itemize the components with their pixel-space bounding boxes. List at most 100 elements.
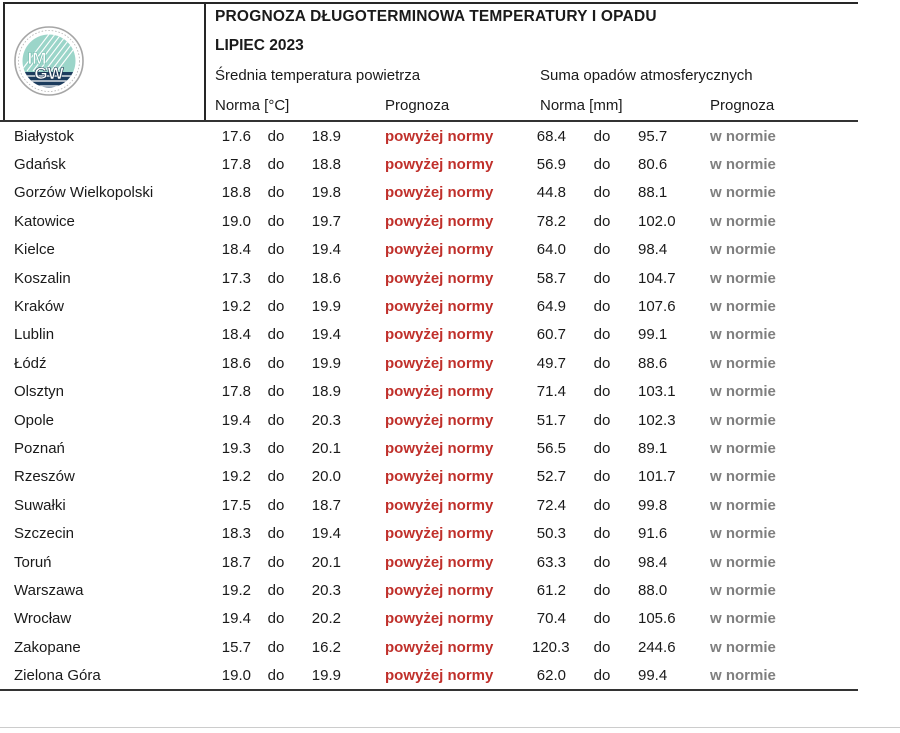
temp-range-separator: do bbox=[267, 127, 285, 145]
temp-norm-min: 18.3 bbox=[221, 525, 251, 543]
precip-norm-max: 88.6 bbox=[638, 354, 668, 372]
table-row: Suwałki 17.5 do 18.7 powyżej normy 72.4 … bbox=[0, 491, 858, 519]
precip-forecast-value: w normie bbox=[710, 638, 776, 656]
precip-range-separator: do bbox=[593, 383, 611, 401]
precip-forecast-value: w normie bbox=[710, 156, 776, 174]
precip-norm-max: 95.7 bbox=[638, 127, 668, 145]
temp-forecast-value: powyżej normy bbox=[385, 326, 494, 344]
temp-range-separator: do bbox=[267, 525, 285, 543]
city-name: Szczecin bbox=[14, 525, 75, 543]
precip-norm-min: 64.0 bbox=[536, 241, 566, 259]
temp-range-separator: do bbox=[267, 553, 285, 571]
logo-text-gw: GW bbox=[34, 64, 64, 83]
city-name: Opole bbox=[14, 411, 55, 429]
precip-range-separator: do bbox=[593, 468, 611, 486]
precip-forecast-value: w normie bbox=[710, 326, 776, 344]
precip-forecast-value: w normie bbox=[710, 411, 776, 429]
temp-forecast-value: powyżej normy bbox=[385, 354, 494, 372]
precip-range-separator: do bbox=[593, 667, 611, 685]
table-row: Lublin 18.4 do 19.4 powyżej normy 60.7 d… bbox=[0, 321, 858, 349]
temp-range-separator: do bbox=[267, 610, 285, 628]
city-name: Toruń bbox=[14, 553, 52, 571]
temp-norm-max: 20.2 bbox=[311, 610, 341, 628]
table-row: Zakopane 15.7 do 16.2 powyżej normy 120.… bbox=[0, 633, 858, 661]
temp-forecast-value: powyżej normy bbox=[385, 496, 494, 514]
precip-forecast-value: w normie bbox=[710, 667, 776, 685]
temp-range-separator: do bbox=[267, 156, 285, 174]
temp-range-separator: do bbox=[267, 241, 285, 259]
precip-norm-min: 63.3 bbox=[536, 553, 566, 571]
imgw-logo: IM GW bbox=[13, 25, 85, 97]
temp-norm-max: 18.6 bbox=[311, 269, 341, 287]
precip-norm-min: 120.3 bbox=[532, 638, 570, 656]
column-header-precip-norm: Norma [mm] bbox=[540, 97, 623, 114]
table-row: Gorzów Wielkopolski 18.8 do 19.8 powyżej… bbox=[0, 179, 858, 207]
precip-forecast-value: w normie bbox=[710, 269, 776, 287]
temp-forecast-value: powyżej normy bbox=[385, 638, 494, 656]
table-row: Koszalin 17.3 do 18.6 powyżej normy 58.7… bbox=[0, 264, 858, 292]
page-title: PROGNOZA DŁUGOTERMINOWA TEMPERATURY I OP… bbox=[215, 8, 657, 25]
precip-forecast-value: w normie bbox=[710, 610, 776, 628]
temp-range-separator: do bbox=[267, 326, 285, 344]
temp-forecast-value: powyżej normy bbox=[385, 127, 494, 145]
precip-norm-min: 44.8 bbox=[536, 184, 566, 202]
temp-forecast-value: powyżej normy bbox=[385, 184, 494, 202]
temp-norm-min: 17.5 bbox=[221, 496, 251, 514]
column-header-temp-norm: Norma [°C] bbox=[215, 97, 290, 114]
city-name: Koszalin bbox=[14, 269, 71, 287]
table-row: Białystok 17.6 do 18.9 powyżej normy 68.… bbox=[0, 122, 858, 150]
temp-forecast-value: powyżej normy bbox=[385, 610, 494, 628]
precip-forecast-value: w normie bbox=[710, 184, 776, 202]
temp-norm-max: 18.9 bbox=[311, 383, 341, 401]
city-name: Kielce bbox=[14, 241, 55, 259]
temp-norm-max: 20.3 bbox=[311, 581, 341, 599]
imgw-logo-icon: IM GW bbox=[14, 26, 84, 96]
precip-norm-max: 98.4 bbox=[638, 553, 668, 571]
precip-forecast-value: w normie bbox=[710, 383, 776, 401]
temp-norm-max: 16.2 bbox=[311, 638, 341, 656]
table-row: Opole 19.4 do 20.3 powyżej normy 51.7 do… bbox=[0, 406, 858, 434]
city-name: Rzeszów bbox=[14, 468, 75, 486]
temp-range-separator: do bbox=[267, 667, 285, 685]
precip-norm-max: 89.1 bbox=[638, 439, 668, 457]
temp-range-separator: do bbox=[267, 269, 285, 287]
temp-norm-min: 18.4 bbox=[221, 241, 251, 259]
table-row: Warszawa 19.2 do 20.3 powyżej normy 61.2… bbox=[0, 576, 858, 604]
header-separator-line bbox=[0, 120, 858, 122]
table-row: Gdańsk 17.8 do 18.8 powyżej normy 56.9 d… bbox=[0, 150, 858, 178]
precip-range-separator: do bbox=[593, 411, 611, 429]
temp-norm-max: 20.3 bbox=[311, 411, 341, 429]
temp-norm-min: 18.6 bbox=[221, 354, 251, 372]
precip-norm-min: 51.7 bbox=[536, 411, 566, 429]
city-name: Gdańsk bbox=[14, 156, 66, 174]
temp-norm-max: 19.8 bbox=[311, 184, 341, 202]
temp-norm-min: 17.8 bbox=[221, 156, 251, 174]
temp-forecast-value: powyżej normy bbox=[385, 553, 494, 571]
city-name: Katowice bbox=[14, 212, 75, 230]
precip-range-separator: do bbox=[593, 269, 611, 287]
precip-range-separator: do bbox=[593, 156, 611, 174]
temp-norm-max: 18.7 bbox=[311, 496, 341, 514]
precip-norm-max: 88.0 bbox=[638, 581, 668, 599]
temp-forecast-value: powyżej normy bbox=[385, 298, 494, 316]
precip-norm-min: 68.4 bbox=[536, 127, 566, 145]
temp-norm-max: 19.9 bbox=[311, 667, 341, 685]
city-name: Białystok bbox=[14, 127, 75, 145]
precip-range-separator: do bbox=[593, 638, 611, 656]
temp-norm-max: 18.9 bbox=[311, 127, 341, 145]
table-bottom-border bbox=[0, 689, 858, 691]
temp-range-separator: do bbox=[267, 354, 285, 372]
temp-forecast-value: powyżej normy bbox=[385, 411, 494, 429]
precip-range-separator: do bbox=[593, 298, 611, 316]
precip-forecast-value: w normie bbox=[710, 496, 776, 514]
table-row: Toruń 18.7 do 20.1 powyżej normy 63.3 do… bbox=[0, 548, 858, 576]
temp-norm-min: 18.4 bbox=[221, 326, 251, 344]
precip-norm-max: 104.7 bbox=[638, 269, 676, 287]
precip-norm-max: 105.6 bbox=[638, 610, 676, 628]
precip-range-separator: do bbox=[593, 525, 611, 543]
precip-range-separator: do bbox=[593, 184, 611, 202]
precip-range-separator: do bbox=[593, 581, 611, 599]
city-name: Łódź bbox=[14, 354, 47, 372]
precip-range-separator: do bbox=[593, 127, 611, 145]
temp-norm-max: 20.1 bbox=[311, 553, 341, 571]
